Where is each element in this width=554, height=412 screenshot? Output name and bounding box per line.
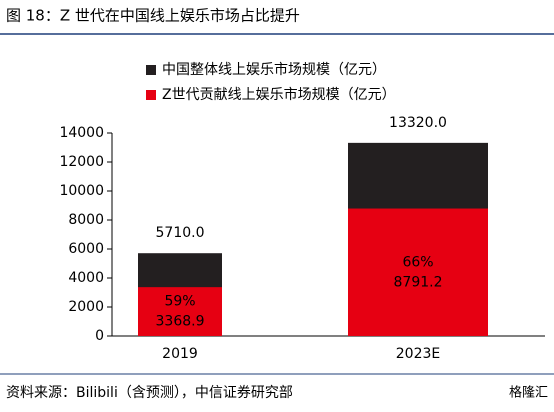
y-tick-label: 8000 (68, 212, 104, 228)
legend-swatch (146, 65, 156, 75)
y-tick-label: 6000 (68, 241, 104, 257)
legend-label: Z世代贡献线上娱乐市场规模（亿元） (162, 86, 396, 103)
y-tick-label: 2000 (68, 299, 104, 315)
watermark: 格隆汇 (509, 385, 548, 401)
total-label: 5710.0 (156, 225, 205, 241)
chart-title: 图 18：Z 世代在中国线上娱乐市场占比提升 (6, 7, 300, 25)
x-tick-label: 2023E (396, 346, 440, 362)
value-label: 8791.2 (394, 274, 443, 290)
y-tick-label: 12000 (59, 154, 104, 170)
y-tick-label: 10000 (59, 183, 104, 199)
source: 资料来源：Bilibili（含预测），中信证券研究部 (6, 385, 293, 401)
y-tick-label: 14000 (59, 125, 104, 141)
legend-swatch (146, 90, 156, 100)
share-label: 66% (402, 254, 433, 270)
y-tick-label: 4000 (68, 270, 104, 286)
bar (348, 208, 488, 336)
y-tick-label: 0 (95, 328, 104, 344)
x-tick-label: 2019 (162, 346, 198, 362)
share-label: 59% (164, 294, 195, 310)
legend-label: 中国整体线上娱乐市场规模（亿元） (162, 61, 386, 78)
bar (138, 287, 222, 336)
value-label: 3368.9 (156, 314, 205, 330)
total-label: 13320.0 (389, 115, 447, 131)
